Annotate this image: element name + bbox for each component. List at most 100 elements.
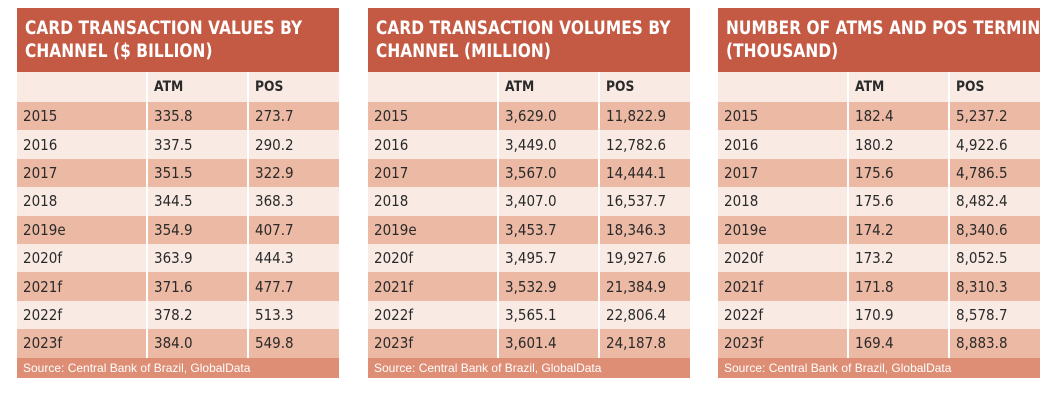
panel-title: NUMBER OF ATMS AND POS TERMINALS (THOUSA… [718, 8, 1055, 72]
cell-pos: 8,340.6 [956, 220, 1008, 239]
table-row: 2022f 3,565.1 22,806.4 [368, 300, 690, 330]
data-table: ATM POS 2015 182.4 5,237.2 2016 180.2 4,922.6… [718, 72, 1040, 358]
cell-pos: 477.7 [255, 277, 294, 296]
panel-title-line1: CARD TRANSACTION VOLUMES BY [376, 18, 671, 39]
panel-title: CARD TRANSACTION VOLUMES BY CHANNEL (MIL… [368, 8, 690, 72]
table-row: 2015 3,629.0 11,822.9 [368, 102, 690, 131]
source-note: Source: Central Bank of Brazil, GlobalDa… [368, 357, 690, 378]
cell-year: 2023f [17, 329, 148, 358]
cell-atm: 3,449.0 [498, 130, 600, 159]
cell-year: 2018 [17, 187, 148, 216]
panel-title-line1: CARD TRANSACTION VALUES BY [25, 18, 303, 39]
table-row: 2017 351.5 322.9 [17, 158, 339, 188]
table-row: 2021f 3,532.9 21,384.9 [368, 272, 690, 301]
cell-atm: 3,629.0 [498, 102, 600, 131]
table-row: 2018 344.5 368.3 [17, 187, 339, 216]
cell-year: 2020f [17, 243, 148, 273]
cell-year: 2016 [368, 130, 499, 159]
cell-pos: 14,444.1 [606, 163, 667, 182]
header-row: ATM POS [17, 72, 339, 102]
cell-atm: 3,495.7 [498, 243, 600, 273]
header-year [368, 72, 499, 102]
cell-atm: 335.8 [147, 102, 249, 131]
table-row: 2015 182.4 5,237.2 [718, 102, 1040, 131]
table-row: 2017 175.6 4,786.5 [718, 158, 1040, 188]
cell-atm: 180.2 [848, 130, 950, 159]
panel-card-transaction-volumes: CARD TRANSACTION VOLUMES BY CHANNEL (MIL… [368, 8, 690, 378]
header-pos: POS [606, 79, 635, 95]
table-row: 2018 3,407.0 16,537.7 [368, 187, 690, 216]
cell-year: 2023f [368, 329, 499, 358]
panel-title: CARD TRANSACTION VALUES BY CHANNEL ($ BI… [17, 8, 339, 72]
panel-title-line2: (THOUSAND) [726, 41, 839, 62]
cell-atm: 378.2 [147, 300, 249, 330]
cell-year: 2021f [718, 272, 849, 301]
cell-year: 2018 [368, 187, 499, 216]
source-note: Source: Central Bank of Brazil, GlobalDa… [718, 357, 1040, 378]
data-table: ATM POS 2015 3,629.0 11,822.9 2016 3,449.0 12… [368, 72, 690, 358]
panel-title-line2: CHANNEL ($ BILLION) [25, 41, 213, 62]
panel-atms-pos-terminals: NUMBER OF ATMS AND POS TERMINALS (THOUSA… [718, 8, 1055, 378]
cell-year: 2021f [17, 272, 148, 301]
cell-pos: 8,052.5 [956, 249, 1008, 268]
cell-atm: 337.5 [147, 130, 249, 159]
header-year [718, 72, 849, 102]
header-row: ATM POS [718, 72, 1040, 102]
table-row: 2016 337.5 290.2 [17, 130, 339, 159]
table-row: 2020f 363.9 444.3 [17, 243, 339, 273]
panel-title-line1: NUMBER OF ATMS AND POS TERMINALS [726, 18, 1055, 39]
table-row: 2018 175.6 8,482.4 [718, 187, 1040, 216]
cell-pos: 273.7 [255, 107, 294, 126]
cell-pos: 19,927.6 [606, 249, 667, 268]
cell-pos: 8,883.8 [956, 334, 1008, 353]
table-row: 2020f 3,495.7 19,927.6 [368, 243, 690, 273]
table-row: 2016 180.2 4,922.6 [718, 130, 1040, 159]
cell-pos: 22,806.4 [606, 305, 667, 324]
cell-atm: 169.4 [848, 329, 950, 358]
cell-pos: 290.2 [255, 135, 294, 154]
cell-year: 2017 [718, 158, 849, 188]
table-row: 2022f 378.2 513.3 [17, 300, 339, 330]
cell-pos: 4,786.5 [956, 163, 1008, 182]
panel-card-transaction-values: CARD TRANSACTION VALUES BY CHANNEL ($ BI… [17, 8, 339, 378]
table-row: 2022f 170.9 8,578.7 [718, 300, 1040, 330]
cell-atm: 171.8 [848, 272, 950, 301]
cell-pos: 8,310.3 [956, 277, 1008, 296]
cell-year: 2020f [718, 243, 849, 273]
cell-atm: 3,601.4 [498, 329, 600, 358]
cell-atm: 371.6 [147, 272, 249, 301]
cell-atm: 170.9 [848, 300, 950, 330]
cell-year: 2021f [368, 272, 499, 301]
cell-year: 2018 [718, 187, 849, 216]
table-row: 2019e 3,453.7 18,346.3 [368, 215, 690, 244]
cell-atm: 363.9 [147, 243, 249, 273]
cell-atm: 175.6 [848, 158, 950, 188]
cell-pos: 18,346.3 [606, 220, 667, 239]
cell-pos: 4,922.6 [956, 135, 1008, 154]
source-note: Source: Central Bank of Brazil, GlobalDa… [17, 357, 339, 378]
table-row: 2023f 3,601.4 24,187.8 [368, 329, 690, 358]
table-row: 2019e 354.9 407.7 [17, 215, 339, 244]
header-pos: POS [255, 79, 284, 95]
cell-year: 2019e [17, 215, 148, 244]
cell-year: 2016 [718, 130, 849, 159]
cell-year: 2017 [368, 158, 499, 188]
table-row: 2020f 173.2 8,052.5 [718, 243, 1040, 273]
cell-year: 2022f [368, 300, 499, 330]
panel-title-line2: CHANNEL (MILLION) [376, 41, 551, 62]
table-row: 2017 3,567.0 14,444.1 [368, 158, 690, 188]
header-pos: POS [956, 79, 985, 95]
header-atm: ATM [147, 72, 249, 102]
cell-year: 2015 [17, 102, 148, 131]
cell-pos: 407.7 [255, 220, 294, 239]
cell-pos: 11,822.9 [606, 107, 667, 126]
table-row: 2016 3,449.0 12,782.6 [368, 130, 690, 159]
cell-pos: 8,578.7 [956, 305, 1008, 324]
cell-atm: 3,565.1 [498, 300, 600, 330]
cell-pos: 21,384.9 [606, 277, 667, 296]
cell-pos: 322.9 [255, 163, 294, 182]
header-atm: ATM [848, 72, 950, 102]
header-atm: ATM [498, 72, 600, 102]
table-row: 2023f 169.4 8,883.8 [718, 329, 1040, 358]
cell-year: 2016 [17, 130, 148, 159]
